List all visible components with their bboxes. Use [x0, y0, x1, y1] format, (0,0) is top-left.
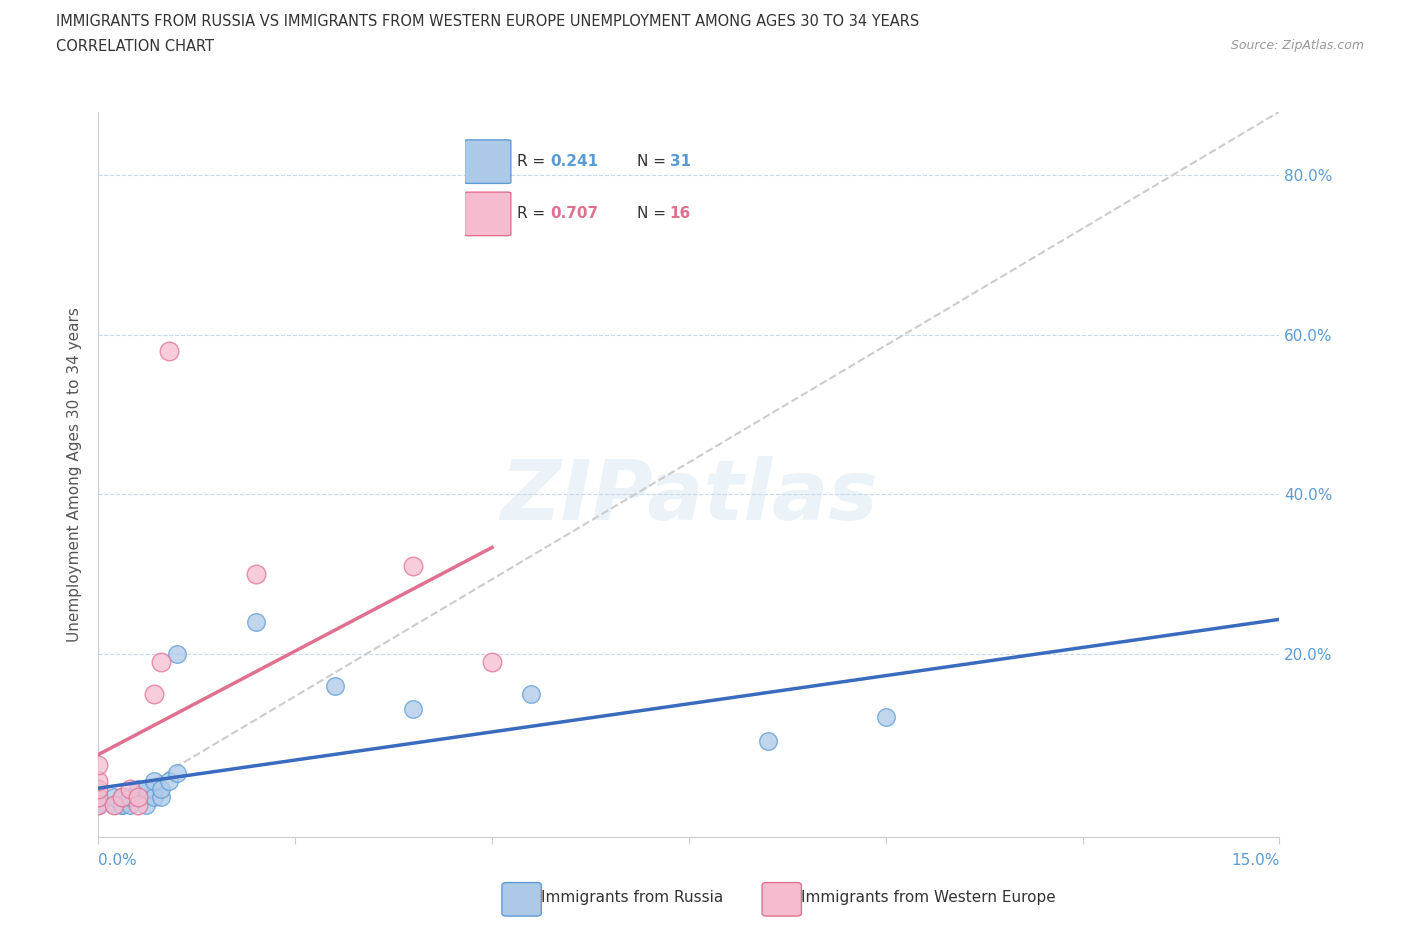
Point — [87, 782, 110, 797]
Point — [87, 790, 110, 804]
Point — [87, 782, 110, 797]
Point — [150, 654, 173, 669]
Text: Immigrants from Russia: Immigrants from Russia — [541, 890, 724, 905]
Point — [142, 686, 165, 701]
Point — [103, 790, 125, 804]
Point — [87, 790, 110, 804]
Text: CORRELATION CHART: CORRELATION CHART — [56, 39, 214, 54]
Text: 15.0%: 15.0% — [1232, 853, 1279, 868]
Text: Source: ZipAtlas.com: Source: ZipAtlas.com — [1230, 39, 1364, 52]
Point — [142, 774, 165, 789]
Point — [323, 678, 346, 693]
Point — [142, 790, 165, 804]
Point — [87, 790, 110, 804]
Point — [402, 702, 425, 717]
Point — [135, 782, 157, 797]
Point — [127, 782, 149, 797]
Point — [756, 734, 779, 749]
Point — [111, 798, 134, 813]
Point — [875, 710, 897, 724]
Point — [87, 798, 110, 813]
Point — [111, 798, 134, 813]
Point — [402, 559, 425, 574]
Point — [111, 790, 134, 804]
Point — [166, 646, 188, 661]
Point — [150, 782, 173, 797]
Text: IMMIGRANTS FROM RUSSIA VS IMMIGRANTS FROM WESTERN EUROPE UNEMPLOYMENT AMONG AGES: IMMIGRANTS FROM RUSSIA VS IMMIGRANTS FRO… — [56, 14, 920, 29]
Point — [87, 798, 110, 813]
Point — [245, 615, 267, 630]
Point — [127, 790, 149, 804]
Point — [127, 798, 149, 813]
Point — [87, 798, 110, 813]
Point — [245, 566, 267, 581]
Point — [166, 765, 188, 780]
Point — [118, 782, 141, 797]
Text: ZIPatlas: ZIPatlas — [501, 456, 877, 537]
Point — [103, 798, 125, 813]
Point — [481, 654, 503, 669]
Text: Immigrants from Western Europe: Immigrants from Western Europe — [801, 890, 1056, 905]
Point — [157, 343, 180, 358]
Point — [87, 798, 110, 813]
Point — [157, 774, 180, 789]
Point — [87, 798, 110, 813]
Point — [111, 790, 134, 804]
Point — [520, 686, 543, 701]
Point — [118, 790, 141, 804]
Point — [87, 758, 110, 773]
Point — [150, 790, 173, 804]
Point — [135, 798, 157, 813]
Point — [127, 790, 149, 804]
Point — [87, 774, 110, 789]
Point — [87, 790, 110, 804]
Text: 0.0%: 0.0% — [98, 853, 138, 868]
Point — [103, 798, 125, 813]
Point — [118, 798, 141, 813]
Y-axis label: Unemployment Among Ages 30 to 34 years: Unemployment Among Ages 30 to 34 years — [67, 307, 83, 642]
